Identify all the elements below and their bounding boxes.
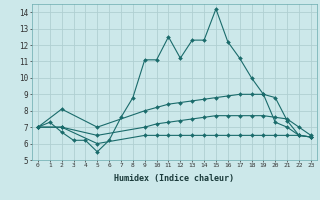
- X-axis label: Humidex (Indice chaleur): Humidex (Indice chaleur): [115, 174, 234, 183]
